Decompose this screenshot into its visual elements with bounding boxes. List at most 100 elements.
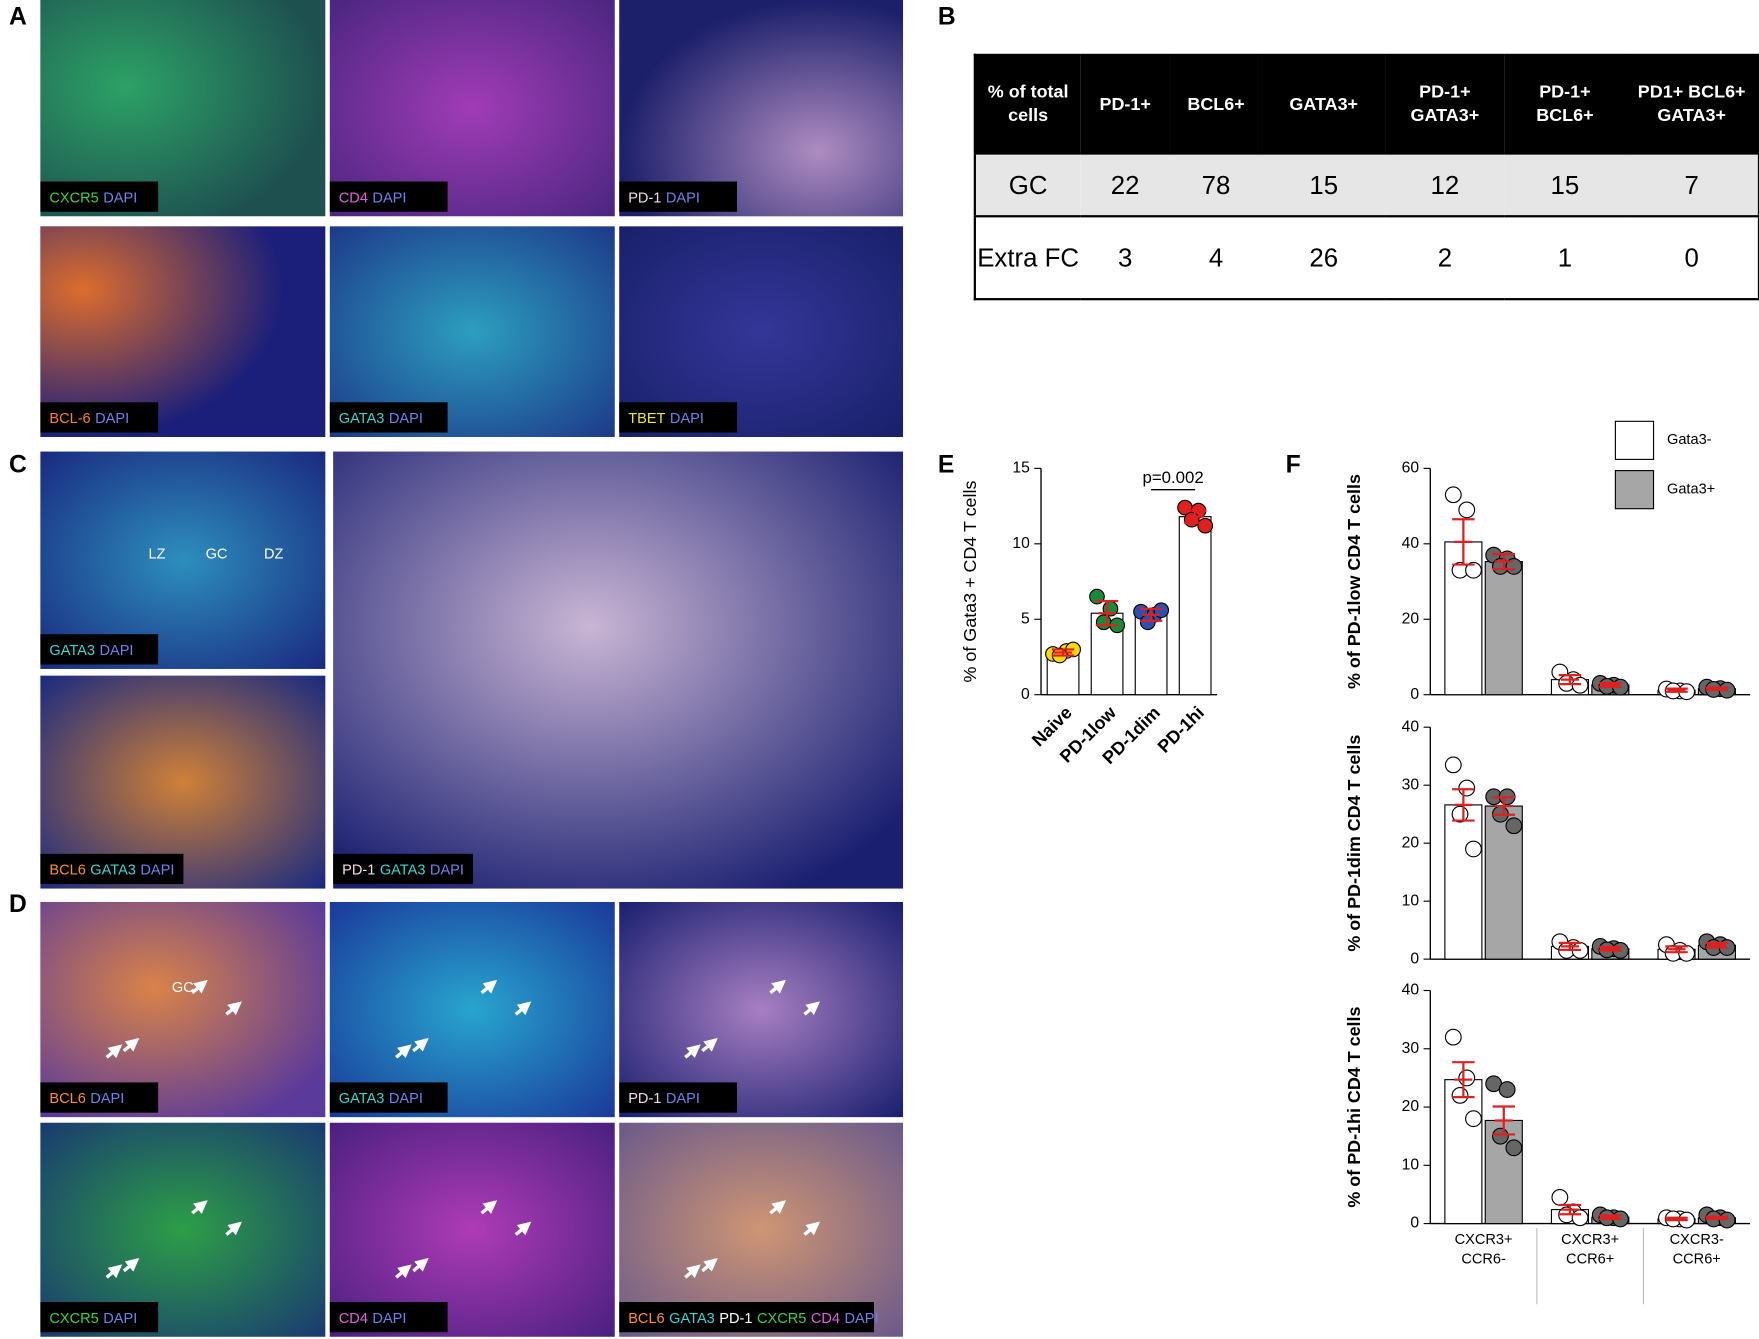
- caption-box: [40, 1082, 159, 1113]
- y-tick-label: 40: [1402, 718, 1420, 735]
- caption-word: DAPI: [389, 1091, 423, 1107]
- data-point: [1451, 1086, 1469, 1104]
- panel-label: C: [9, 452, 27, 479]
- caption: BCL6 GATA3 DAPI: [49, 862, 174, 878]
- caption-word: DAPI: [99, 643, 133, 659]
- error-bar: [1558, 1203, 1582, 1216]
- cell-table: % of total cells PD-1+ BCL6+ GATA3+ PD-1+ GA…: [973, 53, 1759, 301]
- y-tick-label: 40: [1402, 982, 1420, 999]
- caption-box: [40, 634, 159, 665]
- caption: CXCR5 DAPI: [49, 1311, 137, 1327]
- error-bar: [1705, 1215, 1729, 1221]
- caption-word: DAPI: [389, 411, 423, 427]
- micrograph-signal: [40, 451, 326, 669]
- bar: [1484, 560, 1523, 696]
- caption-word: GATA3: [669, 1311, 715, 1327]
- caption-word: DAPI: [372, 1311, 406, 1327]
- panel-label: E: [938, 452, 954, 479]
- bar: [1444, 1079, 1483, 1225]
- legend-swatch: [1614, 470, 1655, 510]
- caption: CD4 DAPI: [339, 190, 407, 206]
- x-tick-label: CCR6+: [1673, 1251, 1721, 1267]
- error-bar: [1452, 788, 1475, 822]
- data-point: [1465, 561, 1482, 579]
- arrow: [412, 1257, 429, 1273]
- table-header: PD-1+ BCL6+: [1504, 54, 1626, 154]
- table-header: GATA3+: [1262, 54, 1386, 154]
- y-tick-label: 10: [1402, 892, 1420, 909]
- caption-box: [329, 402, 448, 433]
- data-point: [1458, 779, 1476, 797]
- data-point: [1505, 1139, 1523, 1157]
- y-tick-label: 0: [1021, 686, 1030, 703]
- caption: TBET DAPI: [628, 411, 704, 427]
- y-tick-label: 40: [1402, 535, 1420, 552]
- arrow: [105, 1044, 123, 1059]
- data-point: [1183, 511, 1200, 528]
- data-point: [1197, 517, 1214, 534]
- micrograph-signal: [619, 1122, 904, 1337]
- table-cell: 15: [1504, 152, 1626, 217]
- error-bar: [1665, 687, 1688, 693]
- table-header: % of total cells: [974, 54, 1081, 154]
- y-tick-label: 60: [1402, 460, 1420, 477]
- arrow: [684, 1044, 701, 1059]
- caption-word: GATA3: [380, 862, 426, 878]
- caption: GATA3 DAPI: [339, 1091, 423, 1107]
- error-bar: [1558, 941, 1582, 951]
- caption-word: CXCR5: [757, 1311, 806, 1327]
- y-tick-label: 30: [1402, 776, 1420, 793]
- error-bar: [1599, 1214, 1622, 1221]
- micrograph-signal: [329, 226, 615, 437]
- table-cell: GC: [974, 152, 1081, 217]
- error-bar: [1452, 518, 1475, 566]
- caption: PD-1 DAPI: [628, 1091, 700, 1107]
- table-cell: 26: [1262, 215, 1386, 300]
- caption-box: [329, 181, 448, 212]
- caption-word: DAPI: [103, 1311, 137, 1327]
- y-axis-label: % of PD-1dim CD4 T cells: [1344, 735, 1364, 952]
- error-bar: [1665, 945, 1688, 954]
- caption: PD-1 DAPI: [628, 190, 700, 206]
- y-tick-label: 30: [1402, 1040, 1420, 1057]
- caption: CXCR5 DAPI: [49, 190, 137, 206]
- caption-word: DAPI: [372, 190, 406, 206]
- table-cell: 12: [1385, 152, 1505, 217]
- caption-box: [619, 402, 738, 433]
- caption-word: DAPI: [430, 862, 464, 878]
- micrograph-signal: [619, 902, 904, 1118]
- error-bar: [1452, 1061, 1475, 1099]
- data-point: [1095, 614, 1112, 631]
- error-bar: [1558, 673, 1582, 686]
- caption-word: DAPI: [90, 1091, 124, 1107]
- caption-box: [619, 181, 738, 212]
- caption-word: CD4: [811, 1311, 840, 1327]
- x-tick-label: CXCR3+: [1455, 1232, 1513, 1248]
- region-label: LZ: [149, 546, 166, 562]
- x-tick-label: PD-1hi: [1154, 702, 1208, 756]
- arrow: [684, 1264, 701, 1279]
- y-axis-label: % of Gata3 + CD4 T cells: [960, 481, 980, 683]
- y-tick-label: 10: [1402, 1156, 1420, 1173]
- y-axis-label: % of PD-1hi CD4 T cells: [1344, 1006, 1364, 1207]
- caption: GATA3 DAPI: [339, 411, 423, 427]
- micrograph-signal: [329, 902, 615, 1118]
- data-point: [1505, 817, 1523, 835]
- micrograph-signal: [40, 902, 326, 1118]
- caption-word: DAPI: [666, 190, 700, 206]
- caption-word: BCL6: [49, 1091, 85, 1107]
- data-point: [1444, 486, 1462, 504]
- x-tick-label: CXCR3+: [1561, 1232, 1619, 1248]
- error-bar: [1492, 552, 1515, 571]
- arrow: [122, 1037, 140, 1053]
- x-tick-label: CCR6-: [1461, 1251, 1506, 1267]
- data-point: [1718, 1211, 1736, 1229]
- caption-box: [619, 1302, 875, 1333]
- caption-word: GATA3: [339, 411, 385, 427]
- table-cell: 22: [1080, 152, 1171, 217]
- micrograph-signal: [329, 1122, 615, 1337]
- arrow: [122, 1257, 140, 1273]
- micrograph-signal: [329, 0, 615, 217]
- arrow: [803, 1001, 820, 1016]
